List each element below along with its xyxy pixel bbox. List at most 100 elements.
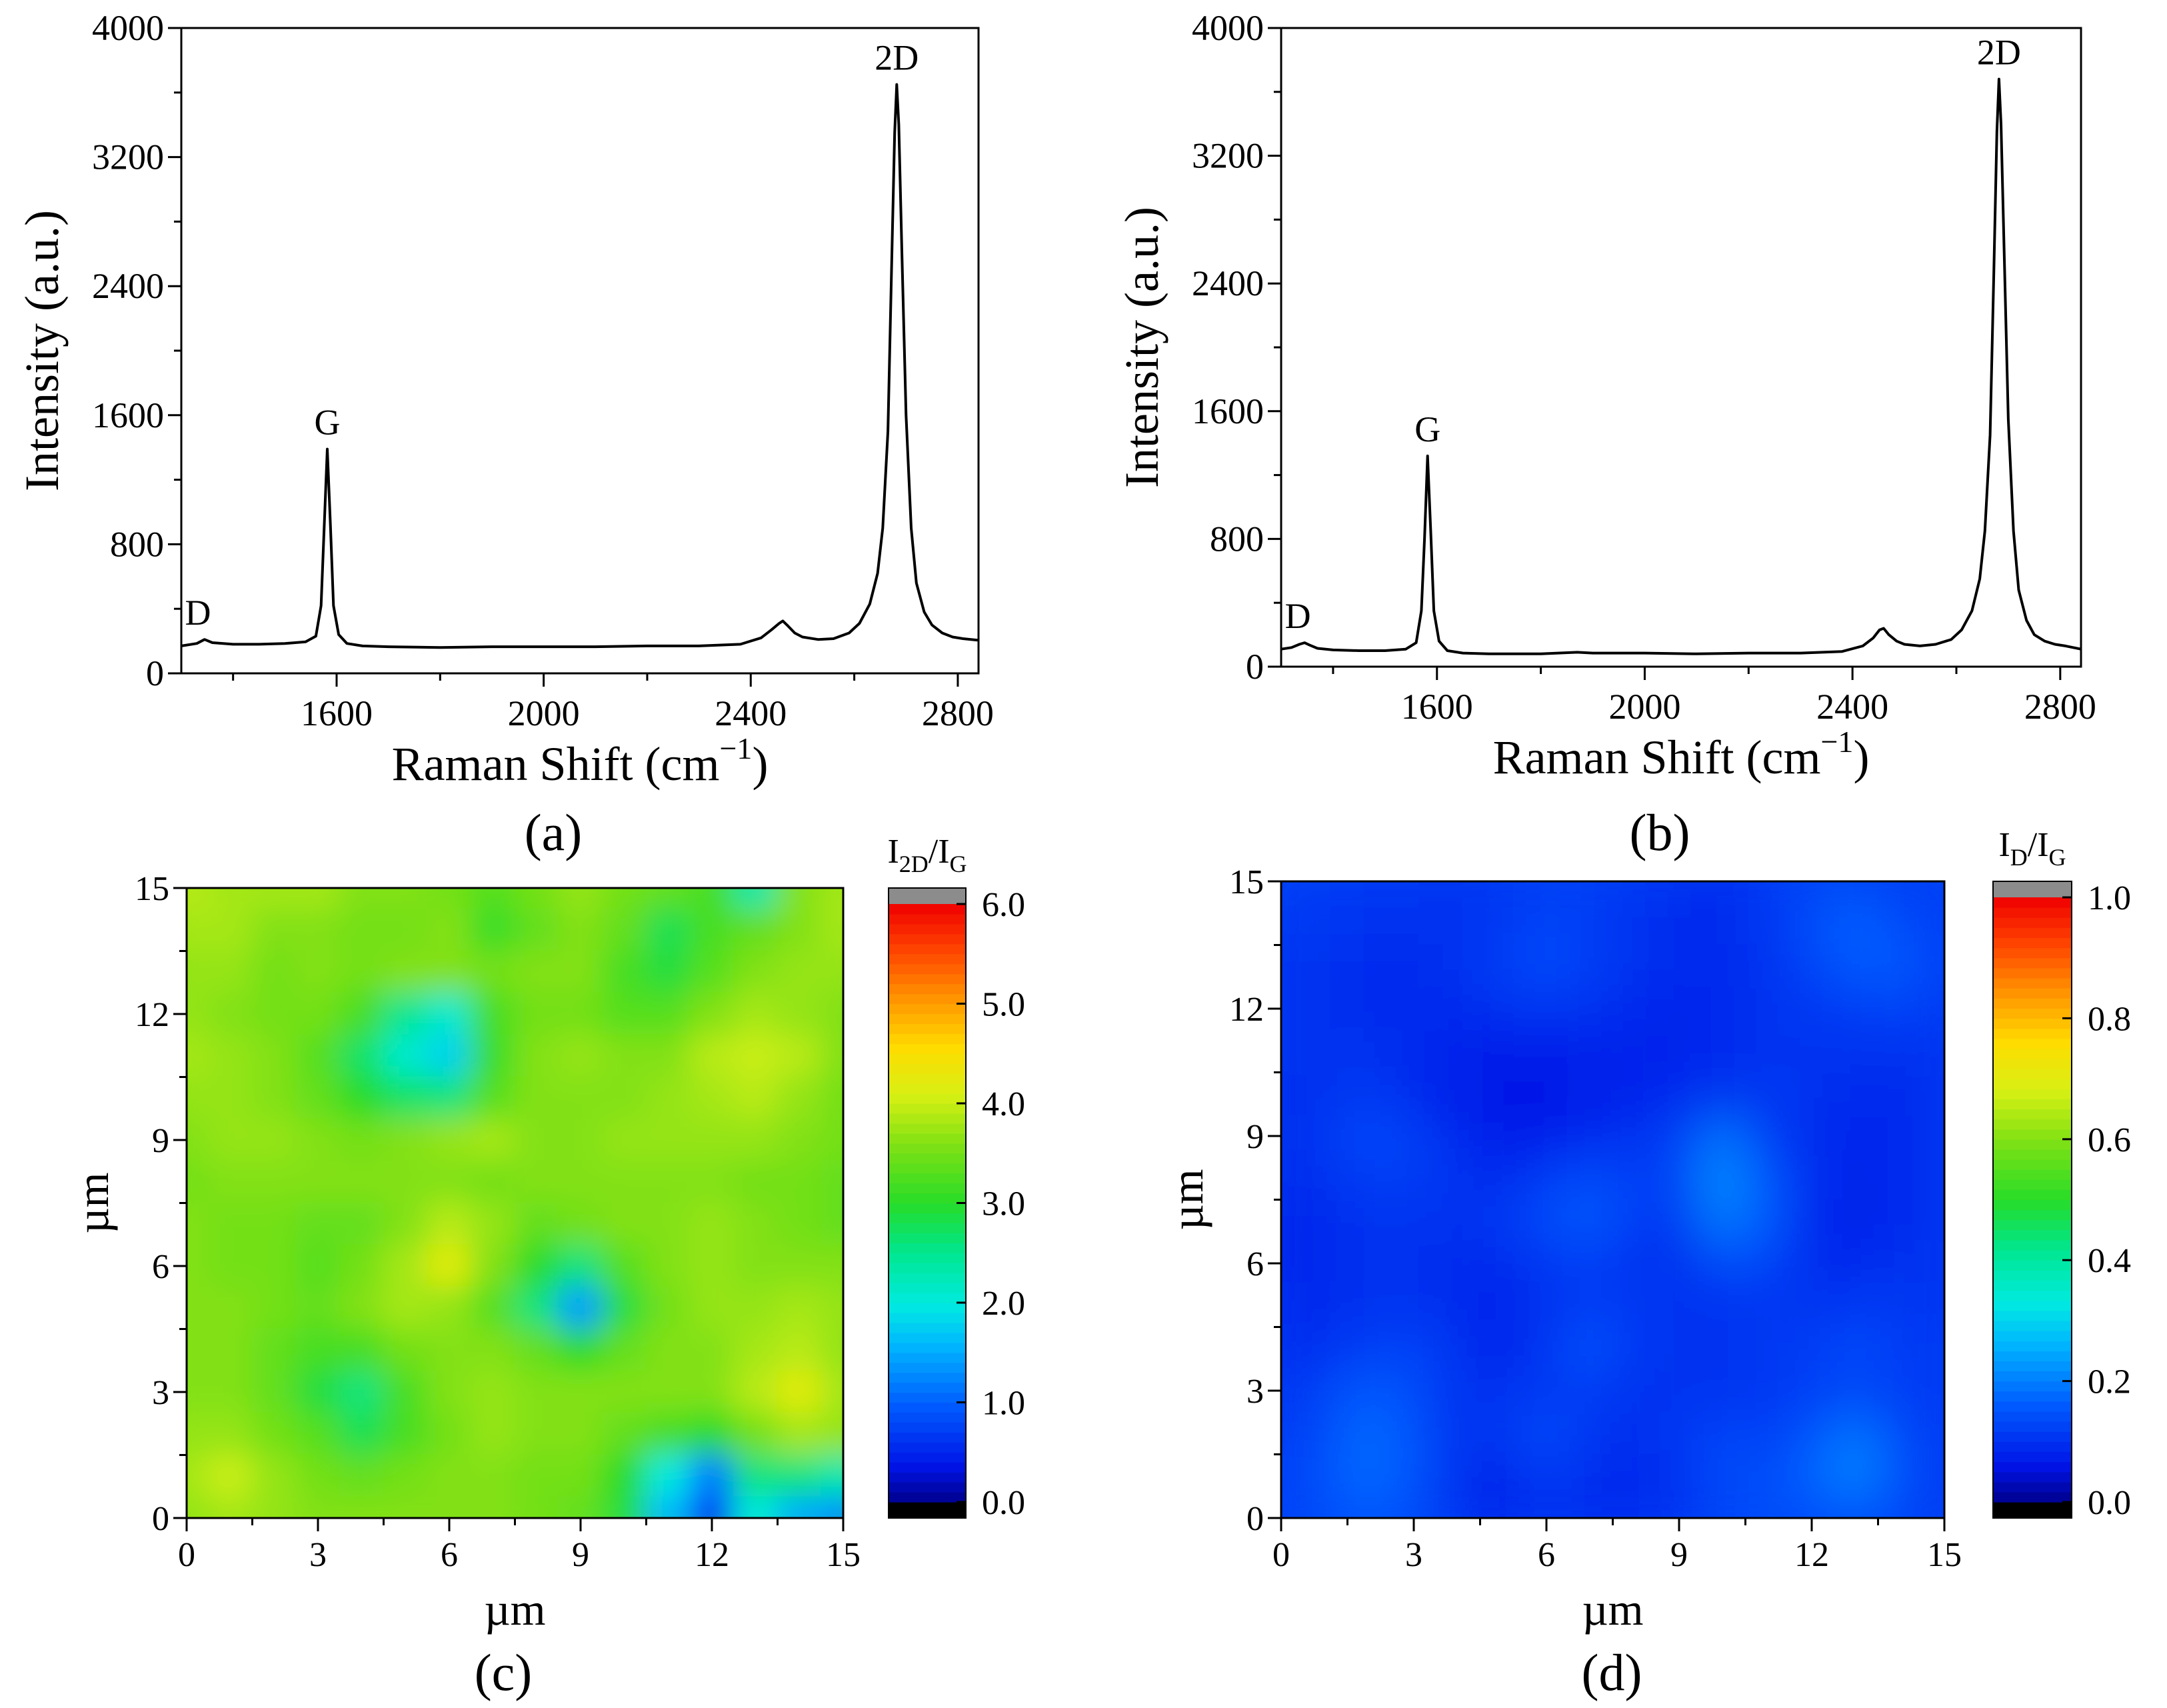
- colorbar-tick-label: 3.0: [982, 1185, 1025, 1223]
- heatmap-cell: [251, 1496, 297, 1518]
- colorbar-step: [889, 1322, 966, 1333]
- spectrum-line: [1280, 77, 2082, 655]
- colorbar-step: [1993, 907, 2072, 918]
- x-tick-label: 2800: [922, 693, 994, 733]
- heatmap-cell: [1435, 1283, 1481, 1328]
- heatmap-cell: [339, 888, 385, 910]
- y-tick-label: 6: [1246, 1245, 1264, 1283]
- heatmap-cell: [1833, 1283, 1879, 1328]
- heatmap-cell: [1612, 944, 1658, 989]
- y-tick-label: 4000: [92, 8, 164, 48]
- colorbar-step: [889, 1283, 966, 1293]
- heatmap-cell: [383, 1202, 429, 1246]
- heatmap-cell: [558, 1496, 603, 1518]
- panel-label: (a): [525, 803, 583, 861]
- peak-label-d: D: [1285, 596, 1311, 636]
- heatmap-cell: [1700, 987, 1746, 1031]
- heatmap-cell: [558, 908, 603, 952]
- heatmap-cell: [1390, 987, 1437, 1031]
- heatmap-cell: [689, 1244, 735, 1288]
- heatmap-cell: [821, 1202, 843, 1246]
- x-tick-label: 15: [1927, 1536, 1962, 1574]
- heatmap-cell: [1744, 1453, 1790, 1498]
- colorbar-step: [889, 1492, 966, 1503]
- x-tick-label: 15: [826, 1536, 861, 1574]
- heatmap-cell: [1877, 1071, 1923, 1116]
- colorbar-step: [1993, 1159, 2072, 1170]
- heatmap-cell: [1523, 1496, 1570, 1518]
- heatmap-cell: [1612, 1326, 1658, 1371]
- heatmap-cell: [1656, 881, 1702, 903]
- heatmap-cell: [601, 1370, 647, 1414]
- colorbar-step: [1993, 1451, 2072, 1463]
- y-tick-label: 15: [135, 870, 169, 908]
- heatmap-cell: [1833, 1369, 1879, 1413]
- heatmap-cell: [295, 1160, 341, 1204]
- heatmap-cell: [1281, 987, 1304, 1031]
- heatmap-cell: [1346, 1114, 1392, 1158]
- heatmap-cell: [339, 1412, 385, 1456]
- colorbar-step: [1993, 1109, 2072, 1120]
- heatmap-cell: [1744, 1283, 1790, 1328]
- heatmap-cell: [1390, 901, 1437, 946]
- heatmap-cell: [470, 1160, 516, 1204]
- heatmap-cell: [1346, 1453, 1392, 1498]
- heatmap-cell: [207, 1412, 253, 1456]
- heatmap-cell: [1479, 1411, 1525, 1455]
- colorbar-step: [889, 1213, 966, 1223]
- heatmap-cell: [1833, 1114, 1879, 1158]
- colorbar-step: [1993, 1018, 2072, 1029]
- colorbar-tick-label: 0.6: [2088, 1121, 2131, 1159]
- heatmap-cell: [601, 992, 647, 1036]
- heatmap-cell: [558, 1370, 603, 1414]
- colorbar-step: [889, 913, 966, 925]
- y-tick-label: 800: [1210, 519, 1264, 559]
- colorbar-step: [1993, 1058, 2072, 1069]
- heatmap-cell: [1833, 901, 1879, 946]
- y-tick-label: 0: [1246, 647, 1264, 687]
- colorbar-step: [889, 983, 966, 995]
- heatmap-cell: [1744, 1496, 1790, 1518]
- x-tick-label: 3: [1405, 1536, 1422, 1574]
- colorbar-step: [889, 1312, 966, 1323]
- heatmap-cell: [1656, 1199, 1702, 1243]
- heatmap-cell: [821, 1118, 843, 1162]
- heatmap-cell: [733, 1328, 779, 1372]
- heatmap-cell: [1744, 987, 1790, 1031]
- colorbar-step: [889, 1133, 966, 1144]
- heatmap-cell: [251, 888, 297, 910]
- colorbar: 0.0 0.2 0.4 0.6 0.8 1.0 ID/IG: [1992, 826, 2131, 1522]
- heatmap-cell: [339, 1244, 385, 1288]
- colorbar-tick-label: 1.0: [2088, 879, 2131, 917]
- colorbar-step: [1993, 1179, 2072, 1190]
- heatmap-cell: [187, 1328, 209, 1372]
- peak-label-d: D: [185, 593, 211, 633]
- heatmap-cell: [207, 1244, 253, 1288]
- colorbar-step: [889, 1143, 966, 1154]
- heatmap-cell: [1921, 881, 1944, 903]
- heatmap-cell: [470, 908, 516, 952]
- heatmap-cell: [1281, 1369, 1304, 1413]
- heatmap-cell: [777, 1118, 823, 1162]
- heatmap-cell: [1921, 901, 1944, 946]
- colorbar-step: [889, 1462, 966, 1473]
- y-tick-label: 9: [152, 1122, 169, 1160]
- heatmap-cell: [1568, 881, 1614, 903]
- heatmap-cell: [1302, 987, 1348, 1031]
- y-tick-label: 0: [1246, 1500, 1264, 1538]
- heatmap-cell: [1656, 901, 1702, 946]
- heatmap-cell: [821, 1160, 843, 1204]
- heatmap-cell: [1700, 1199, 1746, 1243]
- colorbar-step: [1993, 1481, 2072, 1493]
- heatmap-cell: [601, 1412, 647, 1456]
- heatmap-cell: [1523, 1199, 1570, 1243]
- heatmap-cell: [295, 1370, 341, 1414]
- heatmap-cell: [207, 950, 253, 994]
- y-tick-label: 800: [110, 524, 164, 564]
- heatmap-cell: [601, 1160, 647, 1204]
- heatmap-cell: [514, 1412, 560, 1456]
- heatmap-cell: [1390, 1241, 1437, 1285]
- heatmap-cell: [427, 1412, 472, 1456]
- heatmap-cell: [295, 1034, 341, 1078]
- heatmap-cell: [1302, 1283, 1348, 1328]
